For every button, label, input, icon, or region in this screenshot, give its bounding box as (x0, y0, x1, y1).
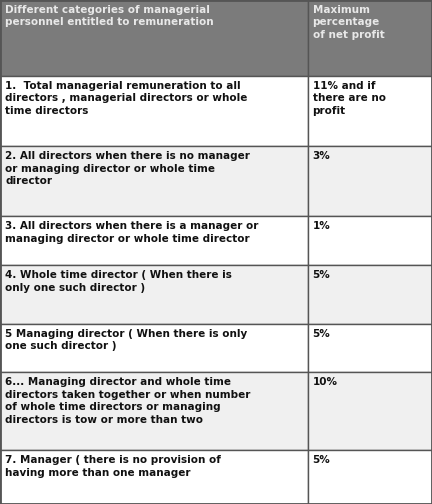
Text: Different categories of managerial
personnel entitled to remuneration: Different categories of managerial perso… (5, 5, 214, 27)
Text: Maximum
percentage
of net profit: Maximum percentage of net profit (313, 5, 384, 40)
Bar (308, 265, 432, 324)
Bar (0, 146, 308, 216)
Bar (0, 216, 308, 265)
Bar (308, 324, 432, 372)
Text: 6... Managing director and whole time
directors taken together or when number
of: 6... Managing director and whole time di… (5, 377, 251, 424)
Text: 10%: 10% (313, 377, 337, 388)
Bar (308, 0, 432, 76)
Text: 3%: 3% (313, 151, 330, 161)
Bar (308, 372, 432, 451)
Text: 4. Whole time director ( When there is
only one such director ): 4. Whole time director ( When there is o… (5, 270, 232, 292)
Text: 2. All directors when there is no manager
or managing director or whole time
dir: 2. All directors when there is no manage… (5, 151, 250, 186)
Bar (0, 372, 308, 451)
Bar (0, 324, 308, 372)
Text: 5 Managing director ( When there is only
one such director ): 5 Managing director ( When there is only… (5, 329, 247, 351)
Bar (308, 216, 432, 265)
Bar (308, 451, 432, 504)
Text: 5%: 5% (313, 270, 330, 280)
Bar (0, 76, 308, 146)
Text: 11% and if
there are no
profit: 11% and if there are no profit (313, 81, 386, 116)
Bar (0, 0, 308, 76)
Bar (308, 76, 432, 146)
Text: 5%: 5% (313, 456, 330, 465)
Bar (308, 146, 432, 216)
Text: 5%: 5% (313, 329, 330, 339)
Text: 7. Manager ( there is no provision of
having more than one manager: 7. Manager ( there is no provision of ha… (5, 456, 221, 478)
Text: 1%: 1% (313, 221, 330, 231)
Text: 3. All directors when there is a manager or
managing director or whole time dire: 3. All directors when there is a manager… (5, 221, 258, 244)
Bar (0, 451, 308, 504)
Bar (0, 265, 308, 324)
Text: 1.  Total managerial remuneration to all
directors , managerial directors or who: 1. Total managerial remuneration to all … (5, 81, 248, 116)
